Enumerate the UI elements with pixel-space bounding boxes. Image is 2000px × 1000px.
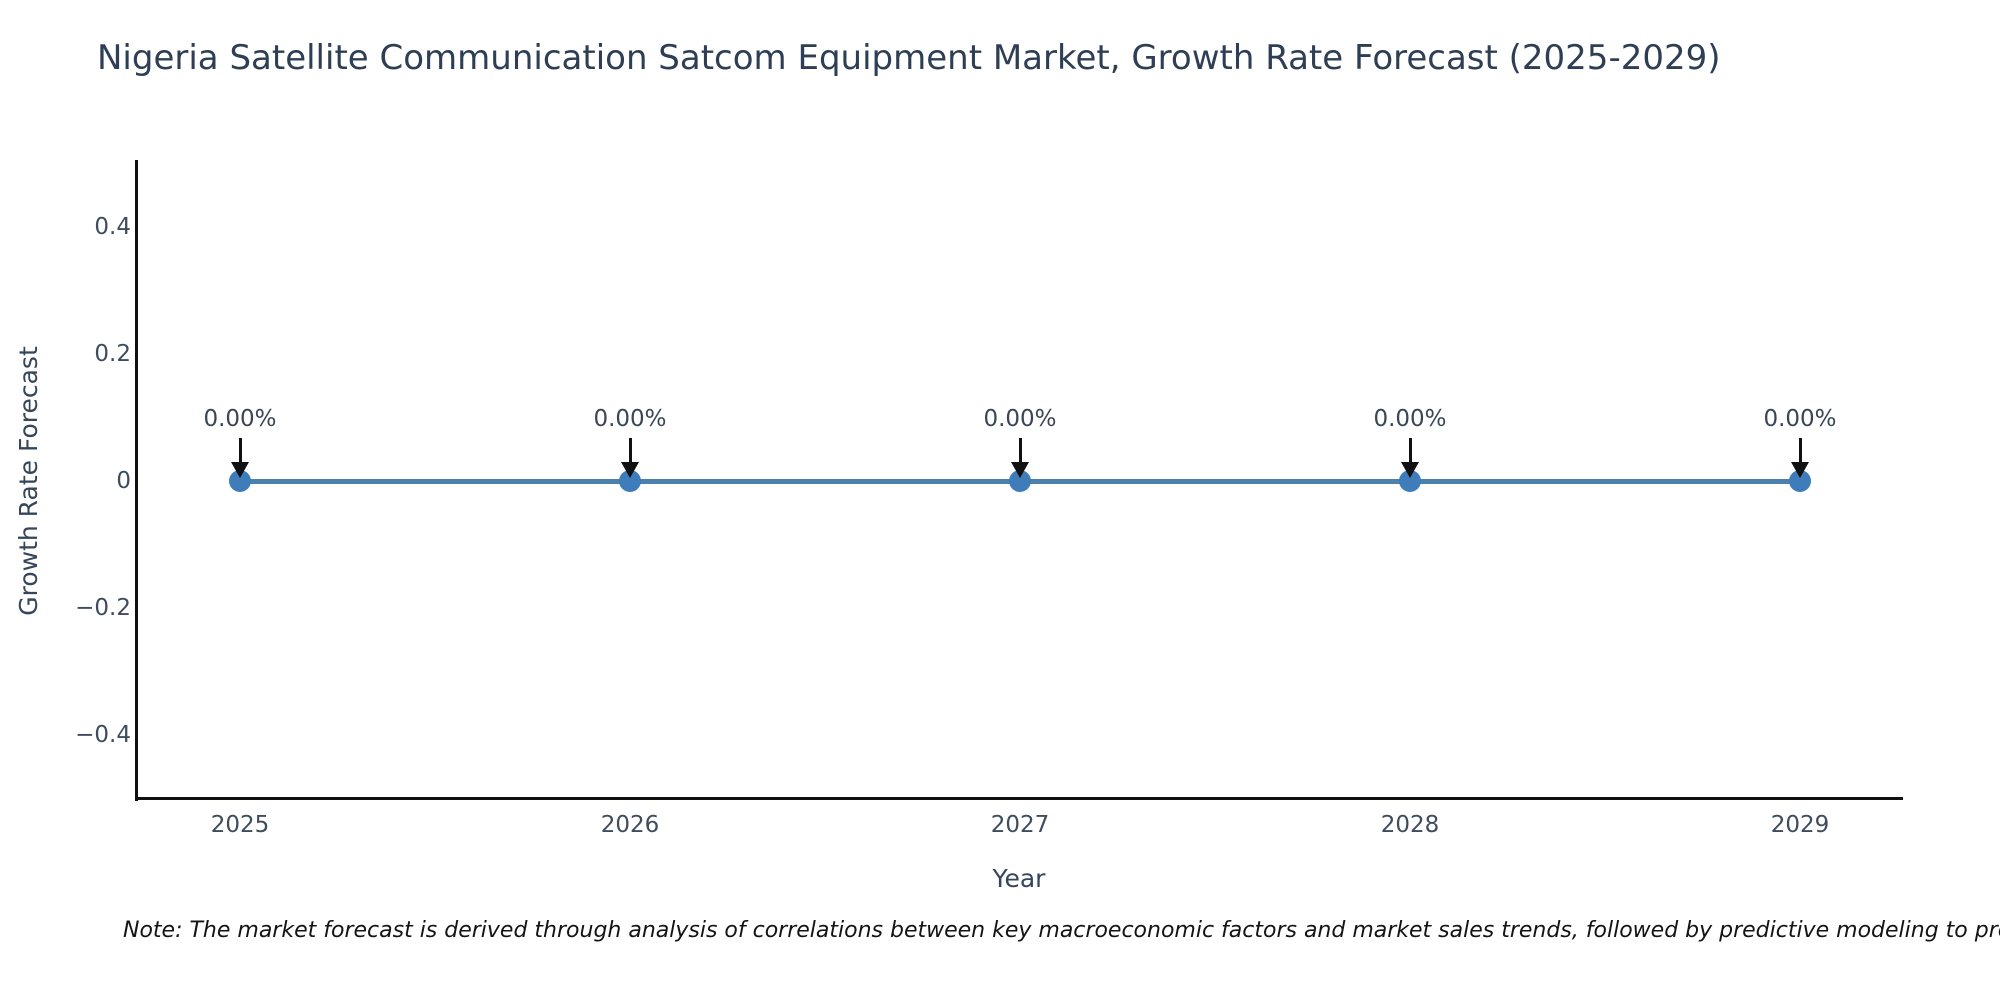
y-axis-spine [135, 160, 138, 801]
x-tick-label: 2025 [210, 812, 270, 838]
point-value-label: 0.00% [1763, 406, 1837, 432]
annotation-arrow-head-icon [1011, 462, 1029, 478]
y-tick-label: 0 [116, 468, 131, 494]
point-value-label: 0.00% [983, 406, 1057, 432]
x-tick-label: 2026 [600, 812, 660, 838]
annotation-arrow-stem [1019, 438, 1022, 465]
annotation-arrow-stem [239, 438, 242, 465]
x-axis-title: Year [992, 864, 1046, 893]
point-value-label: 0.00% [203, 406, 277, 432]
x-tick-label: 2028 [1380, 812, 1440, 838]
x-axis-spine [135, 797, 1903, 800]
annotation-arrow-stem [1409, 438, 1412, 465]
y-tick-label: 0.4 [94, 214, 131, 240]
x-tick-label: 2027 [990, 812, 1050, 838]
annotation-arrow-head-icon [231, 462, 249, 478]
annotation-arrow-stem [629, 438, 632, 465]
annotation-arrow-head-icon [1401, 462, 1419, 478]
point-value-label: 0.00% [1373, 406, 1447, 432]
annotation-arrow-stem [1799, 438, 1802, 465]
y-tick-label: −0.4 [75, 722, 131, 748]
forecast-methodology-note: Note: The market forecast is derived thr… [123, 918, 2000, 943]
annotation-arrow-head-icon [1791, 462, 1809, 478]
chart-title: Nigeria Satellite Communication Satcom E… [97, 38, 1721, 78]
y-tick-label: −0.2 [75, 595, 131, 621]
annotation-arrow-head-icon [621, 462, 639, 478]
point-value-label: 0.00% [593, 406, 667, 432]
y-tick-label: 0.2 [94, 341, 131, 367]
x-tick-label: 2029 [1770, 812, 1830, 838]
